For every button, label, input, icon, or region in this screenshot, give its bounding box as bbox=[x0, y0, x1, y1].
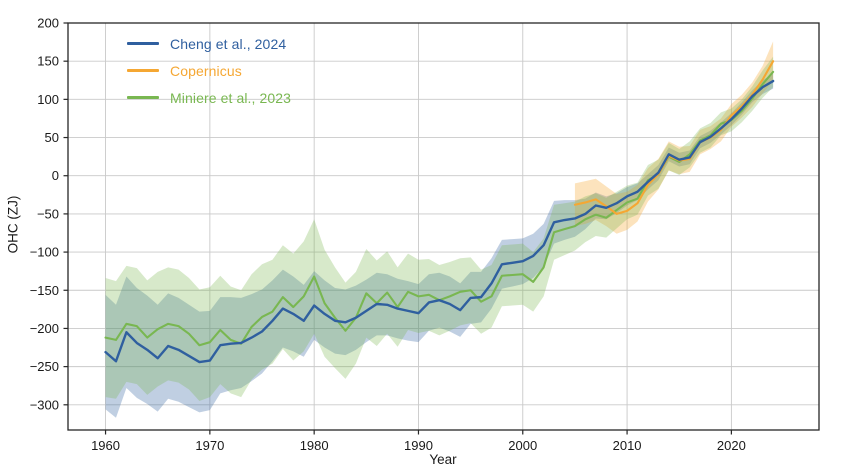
lines bbox=[104, 60, 775, 364]
x-tick-label: 1980 bbox=[300, 438, 329, 453]
x-tick-label: 2010 bbox=[613, 438, 642, 453]
x-tick-label: 2000 bbox=[508, 438, 537, 453]
y-tick-labels: 200 150 100 50 0 −50 −100 −150 −200 −250 −300 bbox=[30, 16, 59, 413]
y-tick-label: −250 bbox=[30, 359, 59, 374]
grid bbox=[68, 22, 819, 430]
y-tick-label: 200 bbox=[37, 16, 59, 31]
legend: Cheng et al., 2024 Copernicus Miniere et… bbox=[127, 34, 291, 107]
y-tick-label: −150 bbox=[30, 283, 59, 298]
legend-swatch-copernicus bbox=[127, 69, 159, 72]
y-tick-label: −300 bbox=[30, 397, 59, 412]
series-band-cheng bbox=[105, 73, 774, 418]
axis-frame bbox=[67, 22, 820, 431]
y-tick-label: −50 bbox=[37, 206, 59, 221]
legend-item-miniere: Miniere et al., 2023 bbox=[127, 88, 291, 107]
x-tick-label: 1990 bbox=[404, 438, 433, 453]
legend-swatch-cheng bbox=[127, 42, 159, 45]
y-tick-label: 100 bbox=[37, 92, 59, 107]
y-tick-label: −100 bbox=[30, 245, 59, 260]
tick-marks bbox=[63, 22, 732, 435]
legend-label-cheng: Cheng et al., 2024 bbox=[170, 35, 287, 52]
legend-label-miniere: Miniere et al., 2023 bbox=[170, 89, 292, 106]
x-tick-labels: 1960 1970 1980 1990 2000 2010 2020 bbox=[91, 438, 746, 453]
y-axis-title: OHC (ZJ) bbox=[5, 195, 21, 254]
x-tick-label: 1970 bbox=[195, 438, 224, 453]
series-line-cheng bbox=[104, 79, 775, 364]
legend-swatch-miniere bbox=[127, 96, 159, 99]
y-tick-label: 50 bbox=[45, 130, 59, 145]
series-band-miniere bbox=[105, 56, 774, 401]
x-tick-label: 2020 bbox=[717, 438, 746, 453]
y-tick-label: 0 bbox=[52, 168, 59, 183]
y-tick-label: −200 bbox=[30, 321, 59, 336]
x-axis-title: Year bbox=[429, 452, 457, 467]
y-tick-label: 150 bbox=[37, 54, 59, 69]
legend-item-cheng: Cheng et al., 2024 bbox=[127, 34, 291, 53]
legend-label-copernicus: Copernicus bbox=[170, 62, 242, 79]
legend-item-copernicus: Copernicus bbox=[127, 61, 291, 80]
x-tick-label: 1960 bbox=[91, 438, 120, 453]
